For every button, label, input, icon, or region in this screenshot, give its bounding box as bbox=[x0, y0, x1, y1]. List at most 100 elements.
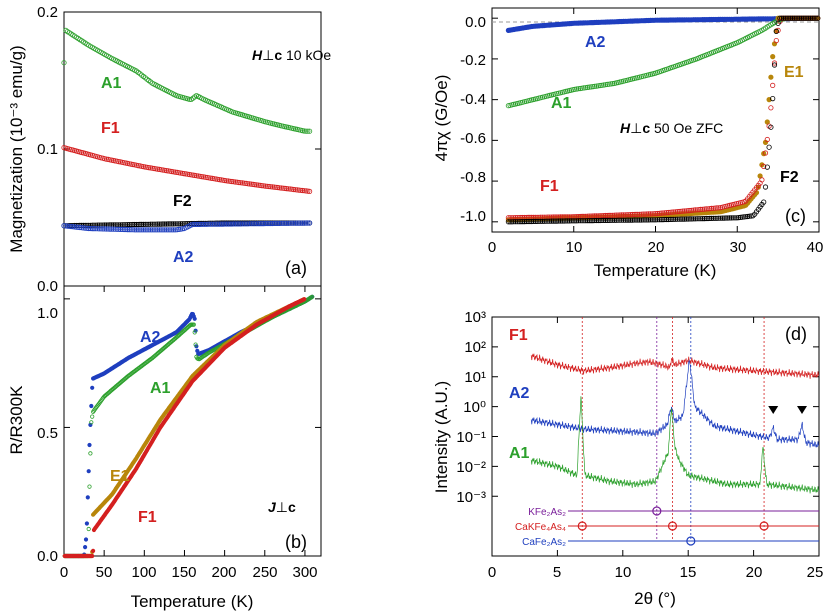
point-c-F2 bbox=[548, 218, 555, 224]
point-c-F2 bbox=[656, 217, 663, 223]
point-a-F2 bbox=[163, 221, 170, 227]
point-c-F1 bbox=[710, 205, 717, 211]
point-c-A1 bbox=[595, 83, 601, 89]
point-a-A2 bbox=[234, 221, 240, 227]
point-c-F1 bbox=[644, 211, 650, 217]
point-a-A2 bbox=[70, 224, 76, 230]
point-a-A2 bbox=[292, 220, 299, 226]
point-a-F1 bbox=[259, 183, 265, 189]
point-c-F1 bbox=[714, 205, 720, 211]
point-a-F2 bbox=[140, 221, 147, 227]
point-a-A2 bbox=[109, 226, 115, 232]
c-xtick-1: 10 bbox=[566, 239, 583, 256]
point-a-A2 bbox=[261, 221, 267, 227]
point-c-F1 bbox=[654, 210, 661, 217]
point-a-A2 bbox=[296, 220, 302, 226]
point-c-F1 bbox=[669, 209, 675, 215]
point-c-F2 bbox=[654, 217, 661, 223]
c-label-F1: F1 bbox=[540, 178, 559, 195]
point-c-F2 bbox=[741, 214, 747, 220]
a-panel-label: (a) bbox=[285, 258, 307, 278]
panel-a: 0.2 0.1 0.0 Magnetization (10⁻³ emu/g) H… bbox=[7, 4, 331, 295]
point-a-A2 bbox=[269, 220, 276, 227]
point-c-F1 bbox=[660, 210, 666, 216]
point-c-F1 bbox=[773, 37, 779, 44]
point-c-F2 bbox=[690, 216, 697, 222]
point-a-A2 bbox=[229, 221, 235, 227]
point-a-F1 bbox=[252, 182, 258, 188]
point-a-A2 bbox=[264, 220, 270, 227]
point-a-F1 bbox=[160, 167, 166, 173]
c-label-A1: A1 bbox=[551, 95, 572, 112]
point-a-F2 bbox=[165, 221, 171, 227]
point-a-F1 bbox=[107, 157, 113, 163]
b-annotation: J⊥c bbox=[268, 499, 296, 515]
point-a-A2 bbox=[165, 227, 171, 233]
panel-d-series bbox=[530, 353, 820, 494]
point-c-F2 bbox=[566, 218, 573, 224]
point-a-A2 bbox=[305, 220, 311, 226]
point-a-A2 bbox=[169, 227, 175, 233]
point-a-F1 bbox=[254, 182, 260, 188]
point-c-F2 bbox=[579, 218, 585, 224]
d-ytick-3: 10⁰ bbox=[463, 399, 486, 416]
point-c-F2 bbox=[705, 215, 711, 222]
b-label-A1: A1 bbox=[150, 380, 171, 397]
point-a-A2 bbox=[239, 221, 246, 227]
point-b-A1 bbox=[87, 484, 92, 489]
point-c-F2 bbox=[545, 218, 551, 224]
point-a-A2 bbox=[68, 223, 74, 230]
point-c-F2 bbox=[788, 15, 794, 21]
point-c-F2 bbox=[597, 217, 603, 224]
c-ytick-5: -1.0 bbox=[460, 208, 486, 225]
point-c-A1 bbox=[593, 83, 600, 89]
point-c-F2 bbox=[557, 218, 564, 224]
point-a-F1 bbox=[211, 176, 217, 182]
point-c-F2 bbox=[791, 15, 797, 21]
point-c-F2 bbox=[779, 15, 785, 21]
point-c-F2 bbox=[552, 218, 558, 224]
point-c-F2 bbox=[762, 184, 769, 190]
point-a-F1 bbox=[276, 185, 283, 191]
point-c-F1 bbox=[651, 211, 657, 217]
point-c-F2 bbox=[782, 15, 788, 21]
point-a-F1 bbox=[156, 166, 162, 172]
point-a-A2 bbox=[289, 220, 295, 226]
point-a-F1 bbox=[285, 186, 291, 192]
point-a-A2 bbox=[102, 226, 108, 232]
point-a-A2 bbox=[209, 221, 215, 227]
point-a-F1 bbox=[176, 170, 182, 176]
point-c-F2 bbox=[577, 218, 583, 224]
point-c-F2 bbox=[743, 214, 749, 220]
point-a-A2 bbox=[167, 227, 173, 233]
point-c-F2 bbox=[521, 219, 528, 225]
d-xtick-5: 25 bbox=[807, 564, 824, 581]
point-c-F2 bbox=[514, 219, 520, 225]
c-annotation: H⊥c 50 Oe ZFC bbox=[620, 120, 723, 136]
series-a-A2 bbox=[61, 220, 313, 233]
point-a-A2 bbox=[225, 221, 231, 227]
a-label-F2: F2 bbox=[173, 193, 192, 210]
point-a-A2 bbox=[287, 220, 293, 226]
point-c-F1 bbox=[678, 208, 684, 214]
point-c-A1 bbox=[590, 84, 596, 90]
c-ytick-2: -0.4 bbox=[460, 91, 486, 108]
peak-marker-0 bbox=[768, 406, 779, 414]
point-a-A2 bbox=[294, 220, 300, 226]
point-a-A2 bbox=[278, 220, 284, 226]
point-c-F1 bbox=[685, 208, 691, 214]
point-c-F1 bbox=[681, 208, 688, 214]
point-c-F1 bbox=[613, 212, 619, 218]
point-a-A2 bbox=[80, 225, 87, 231]
point-a-F1 bbox=[222, 177, 228, 184]
point-c-F1 bbox=[626, 212, 632, 218]
point-c-F2 bbox=[556, 218, 562, 224]
point-a-A2 bbox=[204, 221, 210, 227]
point-a-F2 bbox=[179, 221, 185, 227]
point-c-F1 bbox=[771, 60, 778, 66]
point-a-A2 bbox=[146, 227, 152, 233]
point-c-F2 bbox=[737, 214, 744, 220]
point-a-A2 bbox=[84, 225, 90, 231]
point-c-F1 bbox=[705, 206, 711, 212]
point-c-F2 bbox=[764, 164, 770, 170]
